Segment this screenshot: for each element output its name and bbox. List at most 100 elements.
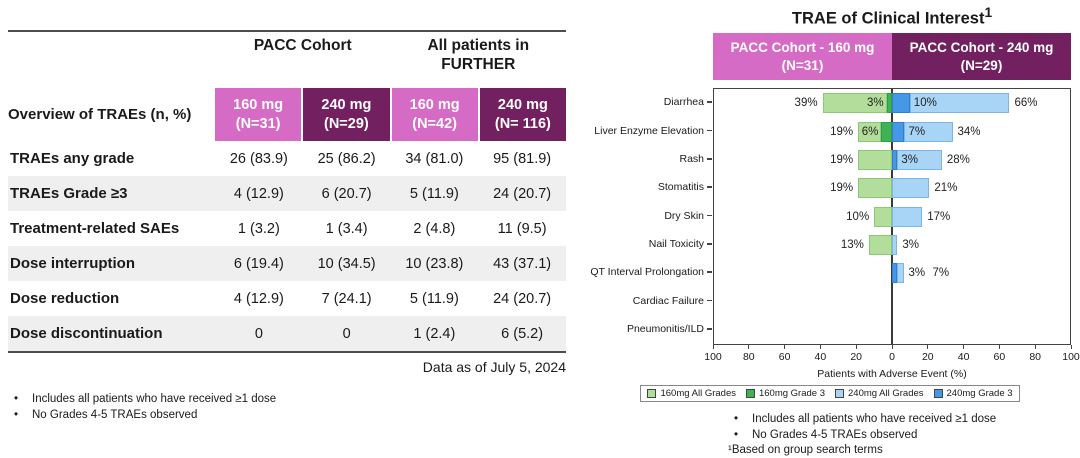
x-axis-tick-label: 80 [742,351,755,363]
category-tick [707,214,712,217]
row-label: TRAEs Grade ≥3 [10,185,128,202]
x-axis-tick [1070,345,1072,349]
cell-value-2: 5 (11.9) [409,290,459,307]
group-header-all-patients: All patients in FURTHER [427,37,530,74]
bar-160mg-all-grades [874,206,892,227]
table-column-header-row: Overview of TRAEs (n, %) 160 mg (N=31) 24… [8,88,566,141]
bar-label-240mg-grade3: 7% [908,125,926,138]
category-label: QT Interval Prolongation [590,266,704,279]
trae-overview-table: PACC Cohort All patients in FURTHER Over… [8,30,566,423]
bar-240mg-all-grades [904,121,953,142]
x-axis-tick-label: 20 [921,351,934,363]
table-row: TRAEs any grade 26 (83.9) 25 (86.2) 34 (81.… [8,141,566,176]
row-label: Dose interruption [10,255,136,272]
bar-240mg-all-grades [897,149,942,170]
chart-title-superscript: 1 [984,5,993,20]
x-axis-tick [927,345,929,349]
cell-value-2: 34 (81.0) [405,150,464,167]
legend-label: 160mg Grade 3 [758,388,825,399]
bar-label-240mg-all-grades: 66% [1014,97,1038,110]
cell-value-2: 1 (2.4) [413,325,456,342]
cell-value-0: 4 (12.9) [233,290,284,307]
legend-wrap: 160mg All Grades 160mg Grade 3 240mg All G… [580,385,1080,402]
table-top-rule [8,30,566,32]
cell-value-1: 25 (86.2) [317,150,376,167]
table-body: TRAEs any grade 26 (83.9) 25 (86.2) 34 (81.… [8,141,566,351]
table-corner-label: Overview of TRAEs (n, %) [8,106,192,123]
x-axis-tick-label: 100 [1062,351,1080,363]
table-row: Dose interruption 6 (19.4) 10 (34.5) 10 (23… [8,246,566,281]
chart-footnotes: • Includes all patients who have receive… [728,412,996,458]
bar-160mg-all-grades [858,121,882,142]
category-label: Liver Enzyme Elevation [594,124,704,137]
bullet-icon: • [14,409,19,422]
bullet-icon: • [734,413,739,425]
bar-label-240mg-all-grades: 28% [946,153,970,166]
bar-240mg-grade3 [892,121,905,142]
bar-label-160mg-all-grades: 39% [794,97,818,110]
x-axis-tick-label: 0 [889,351,895,363]
cell-value-3: 6 (5.2) [501,325,544,342]
x-axis-tick [784,345,786,349]
table-group-header-row: PACC Cohort All patients in FURTHER [8,32,566,88]
row-label: Dose discontinuation [10,325,163,342]
cell-value-2: 10 (23.8) [405,255,464,272]
legend-label: 240mg All Grades [848,388,924,399]
bullet-icon: • [14,393,19,405]
bar-240mg-all-grades [909,93,1010,114]
bar-label-240mg-all-grades: 21% [934,182,958,195]
category-tick [707,271,712,273]
bar-160mg-all-grades [858,149,892,170]
category-label: Pneumonitis/ILD [626,322,704,335]
bullet-icon: • [734,428,739,441]
bar-240mg-all-grades [892,178,930,199]
bar-label-160mg-all-grades: 19% [830,153,854,166]
bar-label-240mg-grade3: 3% [901,153,918,166]
bar-160mg-grade3 [886,93,892,114]
cell-value-3: 95 (81.9) [493,150,552,167]
dose-column-headers: 160 mg (N=31) 240 mg (N=29) 160 mg (N=42) 2… [215,88,566,141]
chart-title: TRAE of Clinical Interest1 [703,5,1080,29]
bar-label-240mg-grade3: 3% [908,267,926,280]
chart-footnote-1: • Includes all patients who have receive… [728,412,996,428]
bar-240mg-grade3 [892,263,898,284]
x-axis-tick-label: 40 [814,351,827,363]
x-axis-tick [748,345,750,349]
bar-240mg-grade3 [892,93,910,114]
x-axis-tick-label: 60 [993,351,1006,363]
x-axis-tick-label: 60 [778,351,791,363]
bar-240mg-all-grades [892,234,898,255]
cell-value-0: 26 (83.9) [229,150,288,167]
category-label: Cardiac Failure [632,294,704,307]
bar-160mg-grade3 [881,121,892,142]
category-label: Nail Toxicity [648,237,704,250]
cell-value-0: 0 [254,325,263,342]
cell-value-1: 0 [342,325,351,342]
table-row: Dose discontinuation 0 0 1 (2.4) 6 (5.2) [8,316,566,351]
table-footnote-2: • No Grades 4-5 TRAEs observed [8,407,566,423]
category-tick [707,299,712,302]
legend-swatch-icon [933,389,943,398]
cell-value-1: 7 (24.1) [321,290,372,307]
table-bottom-rule [8,351,566,353]
bar-label-160mg-grade3: 3% [867,97,884,110]
dose-column-header-2: 160 mg (N=42) [391,88,478,141]
chart-footnote-sup: ¹Based on group search terms [728,444,883,457]
category-label: Dry Skin [664,209,704,222]
category-label: Rash [679,152,704,165]
bar-label-160mg-all-grades: 19% [830,182,854,195]
chart-footnote-1-text: Includes all patients who have received … [752,413,997,425]
bar-label-160mg-grade3: 6% [861,125,879,138]
category-label: Stomatitis [657,181,704,194]
cell-value-2: 5 (11.9) [409,185,459,202]
cell-value-2: 2 (4.8) [413,220,456,237]
x-axis-tick [998,345,1000,349]
category-tick [707,158,712,160]
cell-value-1: 10 (34.5) [317,255,376,272]
legend-item-2: 240mg All Grades [835,388,924,399]
cell-value-1: 1 (3.4) [325,220,368,237]
bar-label-160mg-all-grades: 13% [840,238,864,251]
table-footnote-2-text: No Grades 4-5 TRAEs observed [32,409,198,422]
bar-160mg-all-grades [858,178,892,199]
legend-item-3: 240mg Grade 3 [933,388,1013,399]
